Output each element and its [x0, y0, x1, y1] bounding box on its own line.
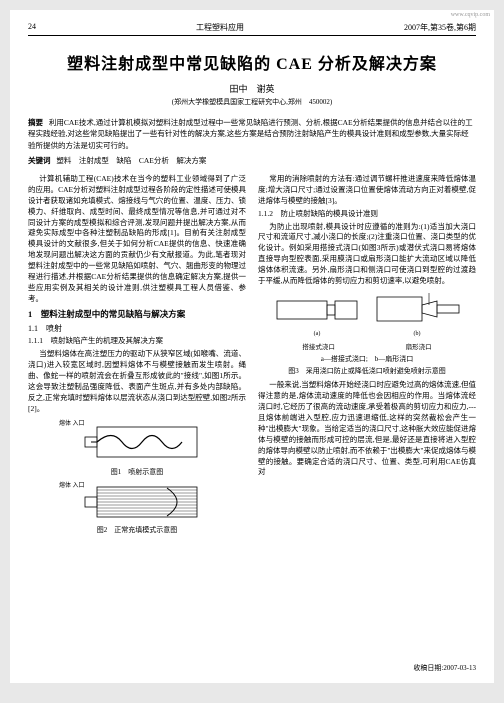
figure-2: 熔体 入口 图2 正常充填模式示意图: [28, 481, 246, 535]
section-1-1-heading: 1.1 喷射: [28, 323, 246, 335]
page-number: 24: [28, 22, 36, 33]
fig3-sub-a: (a): [314, 330, 321, 337]
fig3-sub-b: (b): [414, 330, 421, 337]
left-column: 计算机辅助工程(CAE)技术在当今的塑料工业领域得到了广泛的应用。CAE分析对塑…: [28, 174, 246, 539]
right-column: 常用的消除喷射的方法有:通过调节螺杆推进速度来降低熔体温度;增大浇口尺寸;通过设…: [258, 174, 476, 539]
abstract-text: 利用CAE技术,通过计算机模拟对塑料注射成型过程中一些常见缺陷进行预测、分析,根…: [28, 118, 473, 150]
jet-flow-diagram: [67, 419, 207, 465]
section-1-1-1-heading: 1.1.1 喷射缺陷产生的机理及其解决方案: [28, 336, 246, 347]
fig2-inlet-label: 熔体 入口: [59, 483, 85, 490]
abstract: 摘要 利用CAE技术,通过计算机模拟对塑料注射成型过程中一些常见缺陷进行预测、分…: [28, 117, 476, 151]
body-columns: 计算机辅助工程(CAE)技术在当今的塑料工业领域得到了广泛的应用。CAE分析对塑…: [28, 174, 476, 539]
journal-name: 工程塑料应用: [196, 22, 244, 33]
authors: 田中 谢英: [28, 82, 476, 95]
gate-types-diagram: (a) (b): [267, 291, 467, 347]
figure-3-caption: 图3 采用浇口防止或降低浇口喷射避免喷射示意图: [258, 366, 476, 376]
right-para-3: 一般来说,当塑料熔体开始经浇口时应避免过高的熔体流速,但值得注意的是,熔体流动速…: [258, 380, 476, 478]
receipt-date: 收稿日期:2007-03-13: [413, 663, 476, 673]
figure-1: 熔体 入口 图1 喷射示意图: [28, 419, 246, 477]
right-para-1: 常用的消除喷射的方法有:通过调节螺杆推进速度来降低熔体温度;增大浇口尺寸;通过设…: [258, 174, 476, 207]
para-1-1-1: 当塑料熔体在高注塑压力的驱动下从狭窄区域(如喉嘴、流道、浇口)进入较宽区域时,因…: [28, 349, 246, 414]
keywords-label: 关键词: [28, 156, 51, 165]
header-bar: 24 工程塑料应用 2007年,第35卷,第6期: [28, 22, 476, 36]
figure-2-caption: 图2 正常充填模式示意图: [28, 525, 246, 535]
keywords-text: 塑料 注射成型 缺陷 CAE分析 解决方案: [56, 156, 206, 165]
keywords: 关键词 塑料 注射成型 缺陷 CAE分析 解决方案: [28, 155, 476, 166]
page: www.cqvip.com 24 工程塑料应用 2007年,第35卷,第6期 塑…: [10, 10, 494, 683]
affiliation: (郑州大学橡塑模具国家工程研究中心,郑州 450002): [28, 97, 476, 107]
section-1-heading: 1 塑料注射成型中的常见缺陷与解决方案: [28, 308, 246, 320]
watermark: www.cqvip.com: [451, 12, 490, 18]
article-title: 塑料注射成型中常见缺陷的 CAE 分析及解决方案: [28, 50, 476, 74]
fig1-inlet-label: 熔体 入口: [59, 421, 85, 428]
section-1-1-2-heading: 1.1.2 防止喷射缺陷的模具设计准则: [258, 209, 476, 220]
right-para-2: 为防止出现喷射,模具设计时应遵循的准则为:(1)适当加大浇口尺寸和流道尺寸,减小…: [258, 222, 476, 287]
intro-para: 计算机辅助工程(CAE)技术在当今的塑料工业领域得到了广泛的应用。CAE分析对塑…: [28, 174, 246, 305]
figure-3: (a) (b) 搭接式浇口 扇形浇口 a—搭接式浇口; b—扇形浇口 图3 采用…: [258, 291, 476, 377]
abstract-label: 摘要: [28, 118, 43, 127]
fig3-right-label: 扇形浇口: [406, 343, 432, 352]
figure-3-desc: a—搭接式浇口; b—扇形浇口: [258, 354, 476, 364]
issue-info: 2007年,第35卷,第6期: [404, 22, 476, 33]
fig3-left-label: 搭接式浇口: [302, 343, 335, 352]
normal-flow-diagram: [67, 481, 207, 523]
figure-1-caption: 图1 喷射示意图: [28, 467, 246, 477]
